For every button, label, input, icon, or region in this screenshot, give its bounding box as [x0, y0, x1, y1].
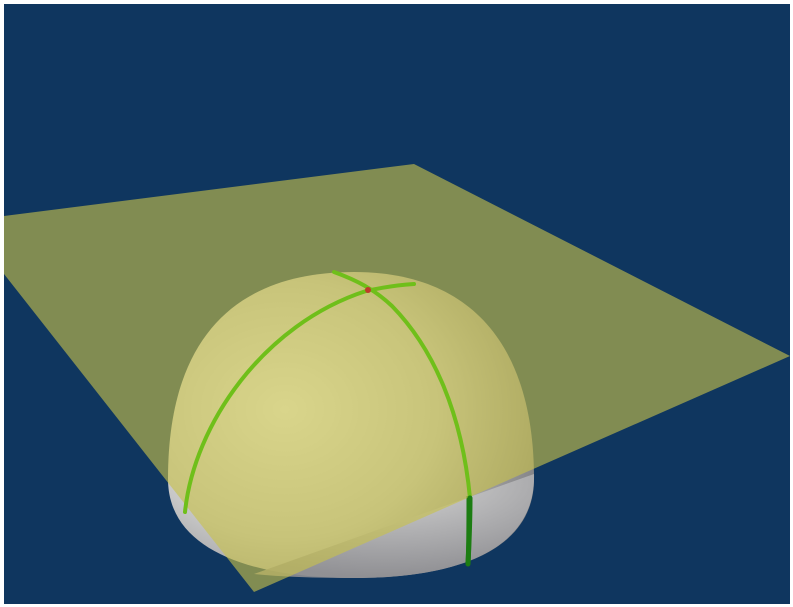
tangent-point-marker[interactable]	[365, 287, 371, 293]
3d-viewport[interactable]	[4, 4, 790, 604]
meridian-curve	[332, 270, 472, 500]
meridian-curve-below	[465, 495, 473, 567]
tangent-plane[interactable]	[4, 164, 790, 592]
scene-canvas	[4, 4, 790, 604]
parallel-curve	[183, 282, 416, 514]
sphere-curves[interactable]	[183, 270, 473, 567]
